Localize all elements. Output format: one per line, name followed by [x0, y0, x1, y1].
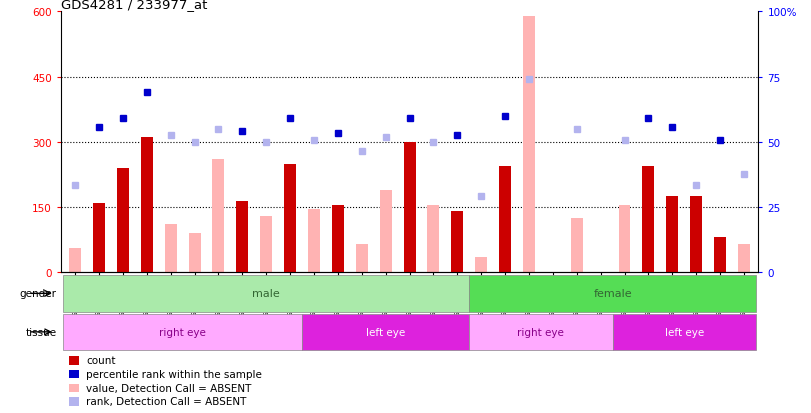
Bar [332, 205, 344, 273]
Text: rank, Detection Call = ABSENT: rank, Detection Call = ABSENT [86, 396, 247, 406]
Bar [189, 234, 200, 273]
Bar [475, 257, 487, 273]
Bar [738, 244, 750, 273]
Text: count: count [86, 356, 115, 366]
Text: percentile rank within the sample: percentile rank within the sample [86, 369, 262, 379]
Bar [380, 190, 392, 273]
Bar [427, 205, 440, 273]
Bar [690, 197, 702, 273]
Text: right eye: right eye [159, 327, 206, 337]
Text: value, Detection Call = ABSENT: value, Detection Call = ABSENT [86, 383, 251, 393]
FancyBboxPatch shape [470, 314, 612, 350]
FancyBboxPatch shape [302, 314, 470, 350]
Bar [523, 17, 535, 273]
Bar [619, 205, 630, 273]
Bar [93, 203, 105, 273]
Text: female: female [594, 289, 632, 299]
Bar [165, 225, 177, 273]
FancyBboxPatch shape [470, 275, 756, 312]
FancyBboxPatch shape [63, 275, 470, 312]
Bar [284, 164, 296, 273]
Bar [642, 166, 654, 273]
Bar [499, 166, 511, 273]
FancyBboxPatch shape [612, 314, 756, 350]
Text: gender: gender [19, 289, 57, 299]
Bar [690, 249, 702, 273]
Bar [356, 244, 367, 273]
Text: GDS4281 / 233977_at: GDS4281 / 233977_at [61, 0, 207, 11]
Bar [667, 197, 678, 273]
Bar [308, 210, 320, 273]
Text: tissue: tissue [26, 327, 57, 337]
Text: right eye: right eye [517, 327, 564, 337]
Bar [236, 201, 248, 273]
Bar [714, 238, 726, 273]
Bar [571, 218, 583, 273]
Text: left eye: left eye [366, 327, 406, 337]
Text: left eye: left eye [665, 327, 704, 337]
Bar [404, 142, 415, 273]
FancyBboxPatch shape [63, 314, 302, 350]
Text: male: male [252, 289, 280, 299]
Bar [141, 138, 152, 273]
Bar [212, 160, 225, 273]
Bar [69, 249, 81, 273]
Bar [452, 212, 463, 273]
Bar [117, 169, 129, 273]
Bar [260, 216, 272, 273]
